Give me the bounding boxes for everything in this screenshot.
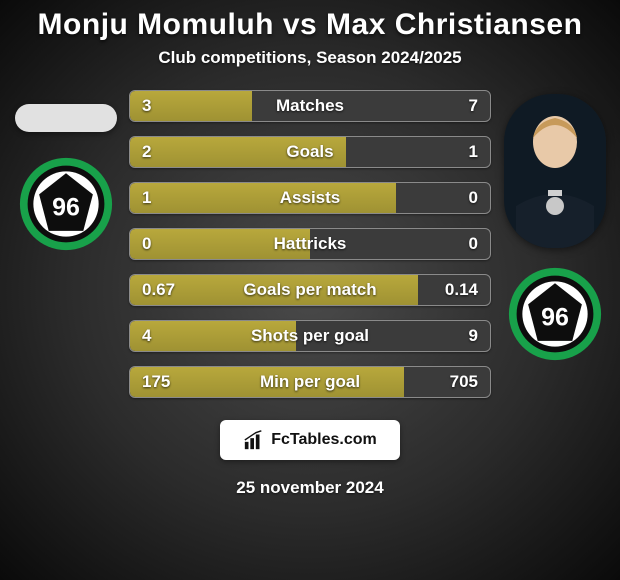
stat-label: Min per goal <box>260 372 360 392</box>
stat-row: 3 Matches 7 <box>129 90 491 122</box>
stat-row: 4 Shots per goal 9 <box>129 320 491 352</box>
stat-label: Goals <box>286 142 333 162</box>
stat-label: Matches <box>276 96 344 116</box>
stat-label: Assists <box>280 188 340 208</box>
stat-value-left: 3 <box>142 96 151 116</box>
player-left-photo-placeholder <box>15 104 117 132</box>
chart-icon <box>243 429 265 451</box>
stat-fill <box>130 183 396 213</box>
stat-value-right: 0 <box>469 234 478 254</box>
stat-value-right: 705 <box>450 372 478 392</box>
hannover-96-logo-icon: 96 <box>507 266 603 362</box>
stat-value-left: 0.67 <box>142 280 175 300</box>
stat-label: Shots per goal <box>251 326 369 346</box>
comparison-area: 96 3Matches72Goals11Assists00Hattricks00… <box>0 90 620 398</box>
stat-value-left: 4 <box>142 326 151 346</box>
stat-row: 1 Assists 0 <box>129 182 491 214</box>
stat-value-left: 2 <box>142 142 151 162</box>
player-left-column: 96 <box>8 90 123 248</box>
stat-value-right: 1 <box>469 142 478 162</box>
stat-value-right: 0.14 <box>445 280 478 300</box>
player-right-club-logo: 96 <box>507 270 603 358</box>
stat-value-right: 0 <box>469 188 478 208</box>
stat-value-right: 9 <box>469 326 478 346</box>
stat-value-left: 175 <box>142 372 170 392</box>
stat-label: Hattricks <box>274 234 347 254</box>
player-right-column: 96 <box>497 90 612 358</box>
footer-text: FcTables.com <box>271 431 377 449</box>
stat-row: 2 Goals 1 <box>129 136 491 168</box>
svg-text:96: 96 <box>541 304 569 332</box>
player-left-club-logo: 96 <box>18 160 114 248</box>
stat-label: Goals per match <box>243 280 376 300</box>
player-right-photo <box>504 94 606 248</box>
stat-value-left: 0 <box>142 234 151 254</box>
svg-text:96: 96 <box>52 194 80 222</box>
stats-column: 3 Matches 7 2 Goals 1 1 Assists 0 0 Hattricks 0 0.67… <box>123 90 497 398</box>
hannover-96-logo-icon: 96 <box>18 156 114 252</box>
footer-badge[interactable]: FcTables.com <box>220 420 400 460</box>
page-title: Monju Momuluh vs Max Christiansen <box>38 8 583 42</box>
player-photo-icon <box>504 94 606 248</box>
stat-row: 0 Hattricks 0 <box>129 228 491 260</box>
stat-row: 175 Min per goal 705 <box>129 366 491 398</box>
stat-value-left: 1 <box>142 188 151 208</box>
stat-row: 0.67 Goals per match 0.14 <box>129 274 491 306</box>
page-subtitle: Club competitions, Season 2024/2025 <box>158 48 461 68</box>
footer-date: 25 november 2024 <box>236 478 383 498</box>
stat-value-right: 7 <box>469 96 478 116</box>
